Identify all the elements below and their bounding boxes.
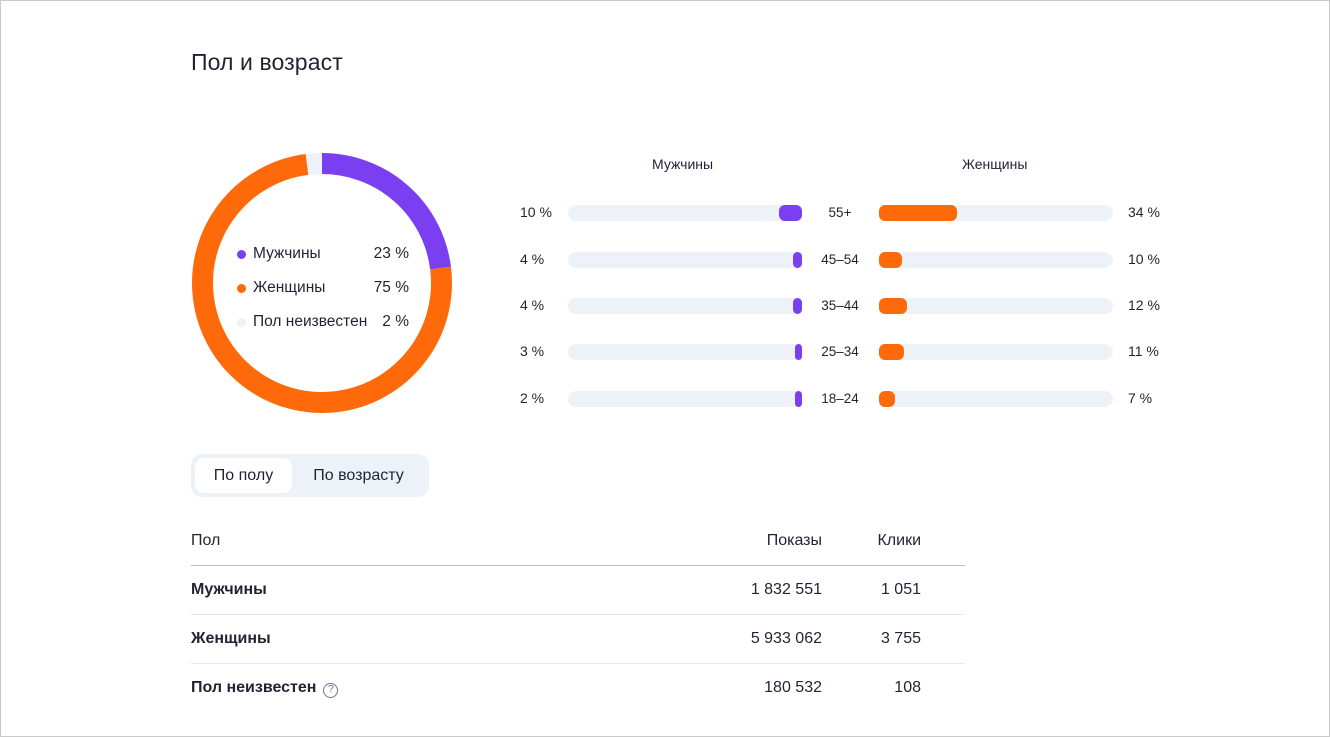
gender-legend: Мужчины 23 % Женщины 75 % Пол неизвестен… — [237, 237, 409, 339]
legend-value: 23 % — [373, 245, 409, 262]
women-percent-label: 12 % — [1128, 297, 1160, 313]
men-bar — [793, 252, 802, 268]
men-bar-track — [568, 205, 802, 221]
women-percent-label: 34 % — [1128, 204, 1160, 220]
row-clicks: 3 755 — [880, 630, 921, 647]
age-row-55plus: 10 % 55+ 34 % — [0, 203, 1330, 223]
row-name-wrap: Пол неизвестен? — [191, 679, 339, 698]
legend-dot-men — [237, 249, 246, 259]
legend-value: 2 % — [382, 313, 409, 330]
age-label: 25–34 — [821, 344, 859, 359]
age-label: 18–24 — [821, 391, 859, 406]
page-title: Пол и возраст — [191, 49, 343, 75]
men-percent-label: 10 % — [520, 204, 552, 220]
donut-slice-unknown — [305, 153, 323, 175]
women-bar — [879, 205, 957, 221]
row-shows: 1 832 551 — [750, 581, 822, 598]
row-name: Женщины — [191, 630, 271, 647]
men-bar-track — [568, 391, 802, 407]
legend-item-unknown: Пол неизвестен 2 % — [237, 305, 409, 339]
row-shows: 180 532 — [764, 679, 822, 696]
men-column-header: Мужчины — [652, 156, 714, 172]
age-label: 55+ — [828, 205, 852, 220]
tab-by-age[interactable]: По возрасту — [313, 466, 404, 484]
age-row-45-54: 4 % 45–54 10 % — [0, 250, 1330, 270]
women-bar-track — [879, 298, 1113, 314]
table-header: Пол Показы Клики — [191, 516, 965, 566]
column-header-gender[interactable]: Пол — [191, 532, 221, 549]
row-clicks: 1 051 — [880, 581, 921, 598]
row-name: Пол неизвестен — [191, 679, 317, 696]
donut-slice-men — [321, 153, 451, 270]
row-shows: 5 933 062 — [750, 630, 822, 647]
women-bar-track — [879, 252, 1113, 268]
age-row-35-44: 4 % 35–44 12 % — [0, 296, 1330, 316]
legend-dot-unknown — [237, 317, 246, 327]
legend-label: Женщины — [253, 279, 326, 296]
women-percent-label: 7 % — [1128, 390, 1153, 406]
women-bar-track — [879, 391, 1113, 407]
tab-by-gender[interactable]: По полу — [195, 458, 292, 493]
row-name: Мужчины — [191, 581, 267, 598]
legend-item-men: Мужчины 23 % — [237, 237, 409, 271]
table-row: Мужчины 1 832 551 1 051 — [191, 566, 965, 615]
donut-slice-women — [192, 154, 452, 413]
legend-item-women: Женщины 75 % — [237, 271, 409, 305]
legend-label: Мужчины — [253, 245, 321, 262]
gender-age-toggle: По полу По возрасту — [191, 454, 429, 497]
question-circle-icon[interactable]: ? — [323, 682, 339, 698]
women-bar — [879, 344, 904, 360]
table-row: Женщины 5 933 062 3 755 — [191, 615, 965, 664]
men-bar — [779, 205, 802, 221]
column-header-clicks[interactable]: Клики — [877, 532, 921, 549]
age-label: 35–44 — [821, 298, 859, 313]
men-percent-label: 2 % — [520, 390, 545, 406]
women-column-header: Женщины — [962, 156, 1028, 172]
gender-donut-chart — [191, 152, 453, 414]
row-clicks: 108 — [894, 679, 921, 696]
women-percent-label: 10 % — [1128, 251, 1160, 267]
men-bar-track — [568, 252, 802, 268]
legend-dot-women — [237, 283, 246, 293]
women-percent-label: 11 % — [1128, 343, 1159, 359]
men-bar — [795, 391, 802, 407]
legend-label: Пол неизвестен — [253, 313, 368, 330]
age-label: 45–54 — [821, 252, 859, 267]
age-row-18-24: 2 % 18–24 7 % — [0, 389, 1330, 409]
men-bar-track — [568, 298, 802, 314]
women-bar — [879, 298, 907, 314]
women-bar-track — [879, 344, 1113, 360]
women-bar-track — [879, 205, 1113, 221]
men-bar-track — [568, 344, 802, 360]
age-row-25-34: 3 % 25–34 11 % — [0, 342, 1330, 362]
men-percent-label: 4 % — [520, 297, 545, 313]
table-row: Пол неизвестен? 180 532 108 — [191, 664, 965, 713]
gender-donut-svg — [192, 153, 452, 413]
women-bar — [879, 391, 895, 407]
men-percent-label: 3 % — [520, 343, 545, 359]
men-percent-label: 4 % — [520, 251, 545, 267]
men-bar — [795, 344, 802, 360]
women-bar — [879, 252, 902, 268]
men-bar — [793, 298, 802, 314]
stats-table: Пол Показы Клики Мужчины 1 832 551 1 051… — [191, 516, 965, 713]
column-header-shows[interactable]: Показы — [766, 532, 822, 549]
legend-value: 75 % — [373, 279, 409, 296]
